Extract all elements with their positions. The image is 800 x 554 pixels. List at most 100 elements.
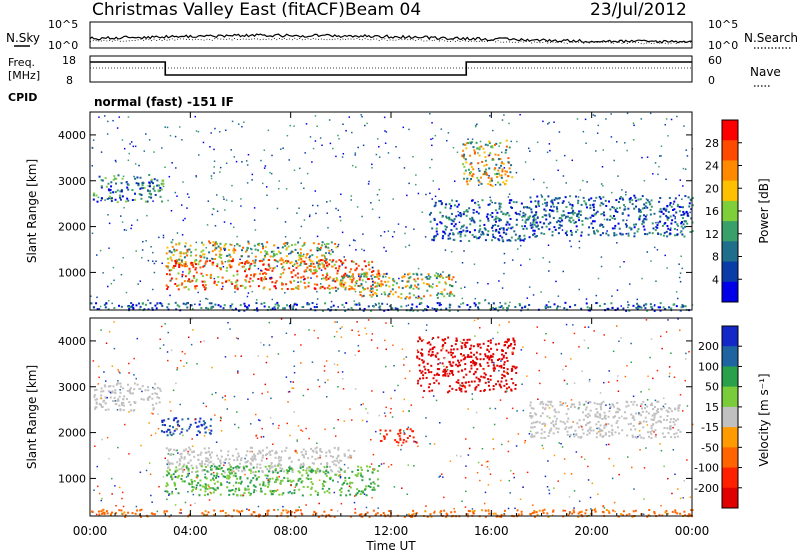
- power-cell: [625, 191, 627, 193]
- power-cell: [135, 304, 138, 307]
- velocity-cell: [486, 348, 489, 351]
- power-cell: [494, 209, 497, 212]
- velocity-cell: [655, 412, 658, 415]
- power-cell: [627, 303, 630, 306]
- velocity-cell: [515, 366, 518, 369]
- power-cell: [292, 269, 295, 272]
- power-cell: [378, 283, 381, 286]
- power-cell: [615, 233, 618, 236]
- velocity-cell: [358, 350, 361, 352]
- velocity-cell: [104, 385, 107, 388]
- power-cell: [203, 264, 206, 267]
- power-cell: [385, 131, 388, 133]
- velocity-cell: [477, 345, 480, 348]
- velocity-cell: [616, 379, 619, 382]
- power-cell: [432, 283, 434, 285]
- power-cell: [169, 134, 172, 137]
- velocity-cell: [185, 362, 188, 364]
- velocity-cell: [454, 343, 457, 346]
- velocity-cell: [662, 418, 665, 421]
- power-cell: [522, 227, 525, 230]
- velocity-cell: [445, 370, 448, 373]
- velocity-cell: [501, 373, 504, 376]
- velocity-cell: [470, 380, 473, 383]
- velocity-cell: [371, 471, 374, 474]
- velocity-cell: [185, 448, 188, 451]
- power-cell: [269, 267, 272, 270]
- power-cell: [303, 277, 306, 280]
- velocity-cell: [480, 375, 483, 378]
- power-cell: [353, 288, 356, 291]
- power-cell: [208, 259, 211, 262]
- velocity-cell: [252, 466, 255, 469]
- power-cell: [670, 222, 673, 225]
- velocity-cell: [205, 460, 208, 463]
- power-cell: [416, 309, 419, 312]
- power-cell: [236, 270, 239, 273]
- power-cell: [504, 232, 507, 235]
- velocity-cell: [268, 478, 271, 481]
- power-cell: [293, 125, 295, 127]
- power-cell: [349, 287, 352, 290]
- velocity-cell: [100, 405, 103, 408]
- power-cell: [650, 260, 652, 262]
- velocity-cell: [402, 441, 405, 444]
- velocity-cell: [100, 387, 103, 390]
- velocity-cell: [203, 423, 206, 426]
- velocity-cell: [119, 391, 122, 394]
- power-cell: [241, 284, 244, 287]
- velocity-cell: [111, 390, 114, 393]
- power-cell: [465, 209, 468, 212]
- velocity-cell: [96, 485, 99, 488]
- power-cell: [274, 308, 277, 311]
- velocity-cell: [653, 405, 656, 408]
- velocity-cell: [94, 406, 97, 409]
- velocity-cell: [515, 371, 518, 374]
- velocity-cell: [536, 352, 538, 355]
- power-cell: [156, 184, 159, 187]
- power-cell: [632, 122, 635, 124]
- power-cell: [312, 242, 315, 245]
- power-cell: [605, 204, 608, 207]
- velocity-cell: [198, 431, 201, 434]
- velocity-cell: [241, 509, 244, 512]
- velocity-cell: [577, 407, 580, 410]
- power-cell: [355, 282, 358, 285]
- power-cell: [162, 234, 165, 237]
- power-cell: [511, 259, 514, 261]
- velocity-cell: [608, 403, 611, 406]
- velocity-cell: [673, 436, 676, 439]
- power-cell: [212, 244, 214, 247]
- power-cell: [645, 218, 648, 221]
- power-cell: [551, 201, 554, 204]
- velocity-cell: [663, 406, 666, 409]
- power-cell: [306, 302, 309, 305]
- velocity-cell: [277, 427, 280, 430]
- power-cell: [389, 290, 392, 293]
- power-cell: [542, 257, 544, 259]
- velocity-cell: [651, 414, 654, 417]
- velocity-cell: [431, 347, 434, 350]
- power-cell: [341, 282, 344, 285]
- power-cell: [147, 184, 150, 187]
- power-cell: [324, 257, 327, 260]
- power-cell: [378, 285, 381, 287]
- velocity-cell: [432, 337, 435, 340]
- velocity-cell: [457, 379, 460, 382]
- velocity-cell: [264, 484, 267, 487]
- power-cell: [307, 276, 310, 279]
- power-cell: [532, 219, 535, 222]
- velocity-cell: [503, 370, 506, 373]
- velocity-cell: [418, 357, 421, 360]
- power-cell: [214, 241, 217, 244]
- power-cell: [491, 211, 494, 214]
- velocity-cell: [291, 469, 294, 472]
- velocity-cell: [397, 444, 399, 447]
- velocity-cell: [431, 389, 434, 392]
- velocity-cell: [594, 413, 597, 416]
- velocity-cell: [600, 429, 603, 432]
- power-cell: [655, 280, 657, 282]
- power-cell: [299, 264, 302, 267]
- velocity-cell: [289, 434, 291, 437]
- power-cell: [349, 275, 352, 278]
